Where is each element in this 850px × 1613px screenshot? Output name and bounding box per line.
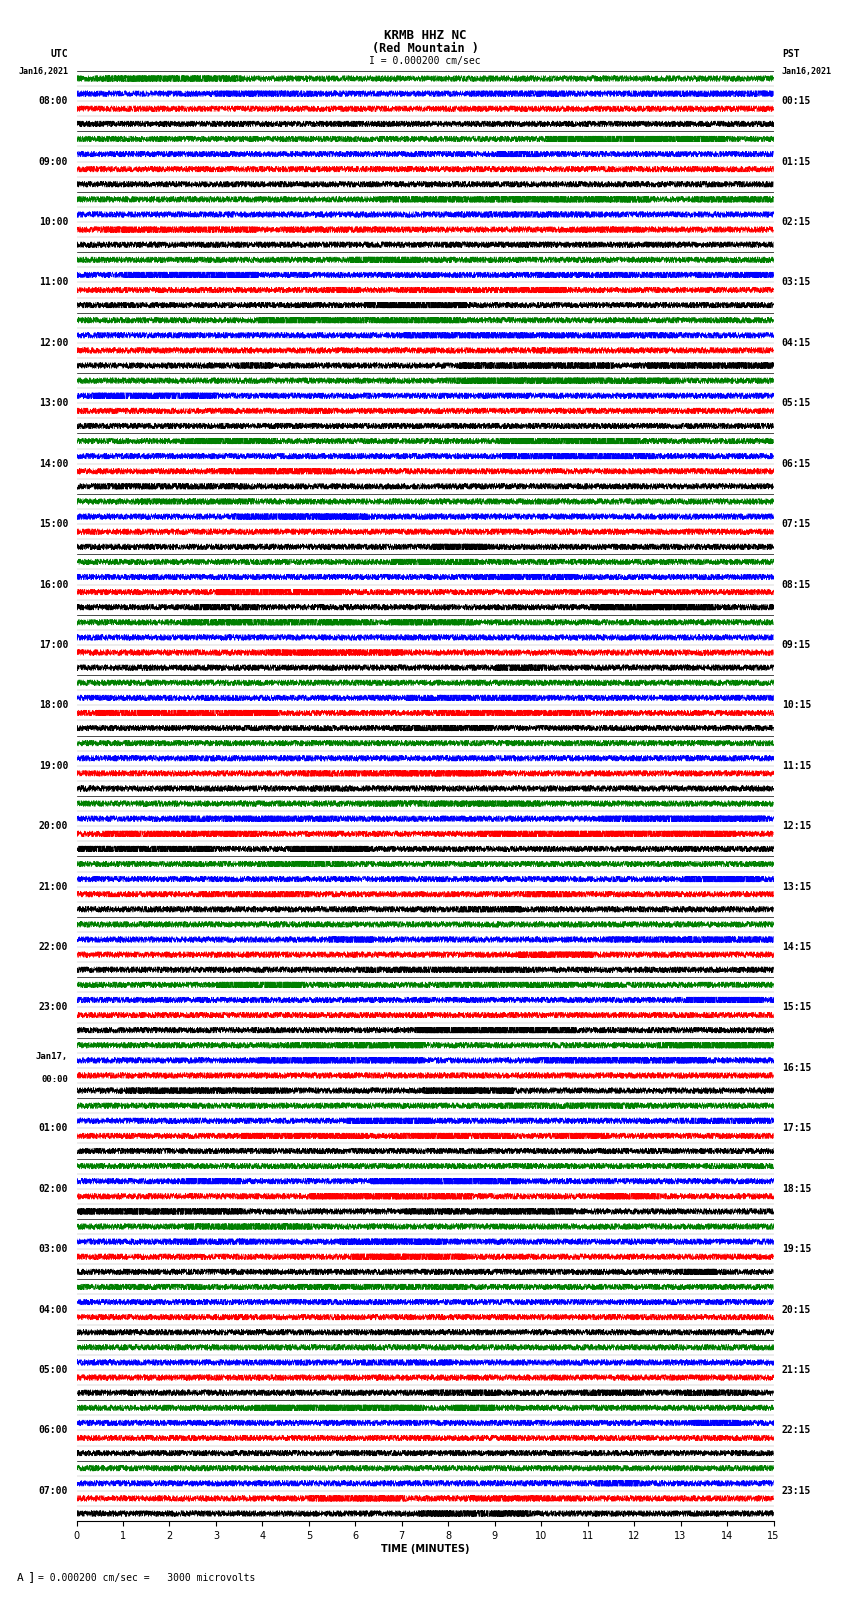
Text: A: A	[17, 1573, 24, 1582]
Text: PST: PST	[782, 50, 800, 60]
Text: 17:00: 17:00	[39, 640, 68, 650]
Text: 06:15: 06:15	[782, 458, 811, 469]
Text: 12:00: 12:00	[39, 337, 68, 348]
Text: 00:15: 00:15	[782, 97, 811, 106]
Text: 09:00: 09:00	[39, 156, 68, 166]
Text: 01:15: 01:15	[782, 156, 811, 166]
Text: 15:00: 15:00	[39, 519, 68, 529]
X-axis label: TIME (MINUTES): TIME (MINUTES)	[381, 1544, 469, 1553]
Text: 04:15: 04:15	[782, 337, 811, 348]
Text: 08:15: 08:15	[782, 579, 811, 589]
Text: 22:00: 22:00	[39, 942, 68, 952]
Text: Jan16,2021: Jan16,2021	[18, 66, 68, 76]
Text: 20:00: 20:00	[39, 821, 68, 831]
Text: 12:15: 12:15	[782, 821, 811, 831]
Text: 16:00: 16:00	[39, 579, 68, 589]
Text: 20:15: 20:15	[782, 1305, 811, 1315]
Text: (Red Mountain ): (Red Mountain )	[371, 42, 479, 55]
Text: 19:00: 19:00	[39, 761, 68, 771]
Text: 17:15: 17:15	[782, 1123, 811, 1134]
Text: Jan16,2021: Jan16,2021	[782, 66, 832, 76]
Text: 01:00: 01:00	[39, 1123, 68, 1134]
Text: 23:15: 23:15	[782, 1486, 811, 1495]
Text: 13:00: 13:00	[39, 398, 68, 408]
Text: 07:15: 07:15	[782, 519, 811, 529]
Text: 04:00: 04:00	[39, 1305, 68, 1315]
Text: 05:15: 05:15	[782, 398, 811, 408]
Text: 02:00: 02:00	[39, 1184, 68, 1194]
Text: Jan17,: Jan17,	[36, 1052, 68, 1061]
Text: ]: ]	[28, 1571, 36, 1584]
Text: 00:00: 00:00	[42, 1076, 68, 1084]
Text: 16:15: 16:15	[782, 1063, 811, 1073]
Text: 07:00: 07:00	[39, 1486, 68, 1495]
Text: 08:00: 08:00	[39, 97, 68, 106]
Text: 19:15: 19:15	[782, 1244, 811, 1255]
Text: 23:00: 23:00	[39, 1003, 68, 1013]
Text: 10:00: 10:00	[39, 218, 68, 227]
Text: 22:15: 22:15	[782, 1426, 811, 1436]
Text: = 0.000200 cm/sec =   3000 microvolts: = 0.000200 cm/sec = 3000 microvolts	[38, 1573, 256, 1582]
Text: 14:15: 14:15	[782, 942, 811, 952]
Text: 09:15: 09:15	[782, 640, 811, 650]
Text: 03:15: 03:15	[782, 277, 811, 287]
Text: 21:00: 21:00	[39, 882, 68, 892]
Text: 21:15: 21:15	[782, 1365, 811, 1374]
Text: 15:15: 15:15	[782, 1003, 811, 1013]
Text: 05:00: 05:00	[39, 1365, 68, 1374]
Text: KRMB HHZ NC: KRMB HHZ NC	[383, 29, 467, 42]
Text: 18:00: 18:00	[39, 700, 68, 710]
Text: I = 0.000200 cm/sec: I = 0.000200 cm/sec	[369, 56, 481, 66]
Text: 02:15: 02:15	[782, 218, 811, 227]
Text: UTC: UTC	[50, 50, 68, 60]
Text: 06:00: 06:00	[39, 1426, 68, 1436]
Text: 13:15: 13:15	[782, 882, 811, 892]
Text: 11:00: 11:00	[39, 277, 68, 287]
Text: 03:00: 03:00	[39, 1244, 68, 1255]
Text: 18:15: 18:15	[782, 1184, 811, 1194]
Text: 14:00: 14:00	[39, 458, 68, 469]
Text: 11:15: 11:15	[782, 761, 811, 771]
Text: 10:15: 10:15	[782, 700, 811, 710]
